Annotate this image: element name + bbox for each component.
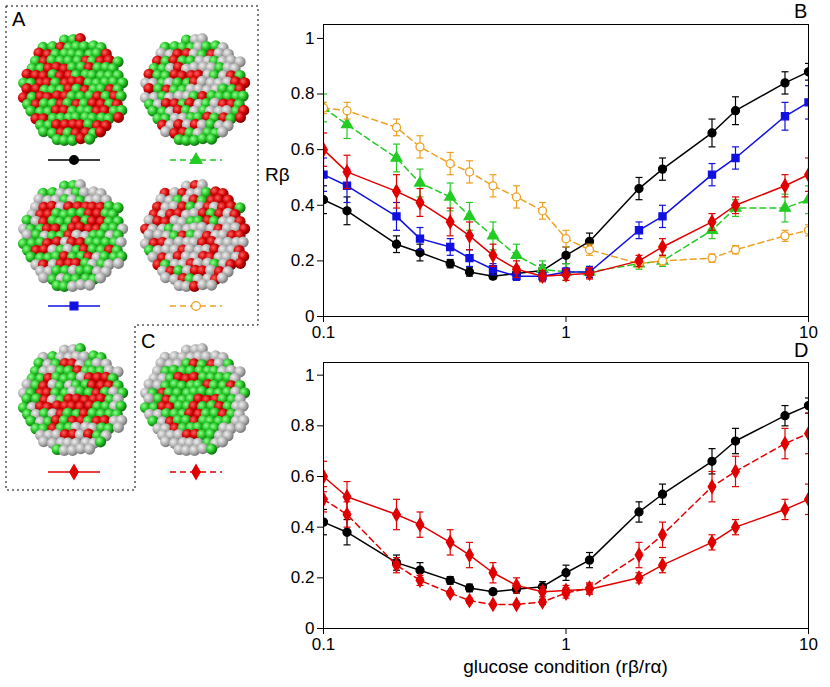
html-text:D: D [794, 339, 809, 361]
svg-text:0.8: 0.8 [291, 84, 315, 103]
svg-text:10: 10 [799, 635, 818, 654]
svg-text:1: 1 [305, 366, 314, 385]
svg-text:0.4: 0.4 [291, 518, 315, 537]
svg-text:0.2: 0.2 [291, 251, 315, 270]
svg-text:0.4: 0.4 [291, 196, 315, 215]
svg-text:0.6: 0.6 [291, 140, 315, 159]
svg-text:10: 10 [799, 323, 818, 342]
svg-text:0.6: 0.6 [291, 467, 315, 486]
svg-text:1: 1 [561, 323, 570, 342]
svg-text:0: 0 [305, 618, 315, 638]
svg-text:0.2: 0.2 [291, 568, 315, 587]
html-text:Rβ: Rβ [265, 164, 290, 185]
svg-text:0.8: 0.8 [291, 416, 315, 435]
svg-text:0.1: 0.1 [312, 635, 336, 654]
svg-text:0: 0 [305, 306, 315, 326]
html-text:C: C [141, 330, 156, 352]
svg-text:1: 1 [561, 635, 570, 654]
html-text:B: B [794, 0, 808, 22]
svg-text:1: 1 [305, 29, 314, 48]
svg-text:0.1: 0.1 [312, 323, 336, 342]
html-text:A: A [12, 8, 26, 30]
html-text:glucose condition (rβ/rα): glucose condition (rβ/rα) [463, 656, 668, 677]
